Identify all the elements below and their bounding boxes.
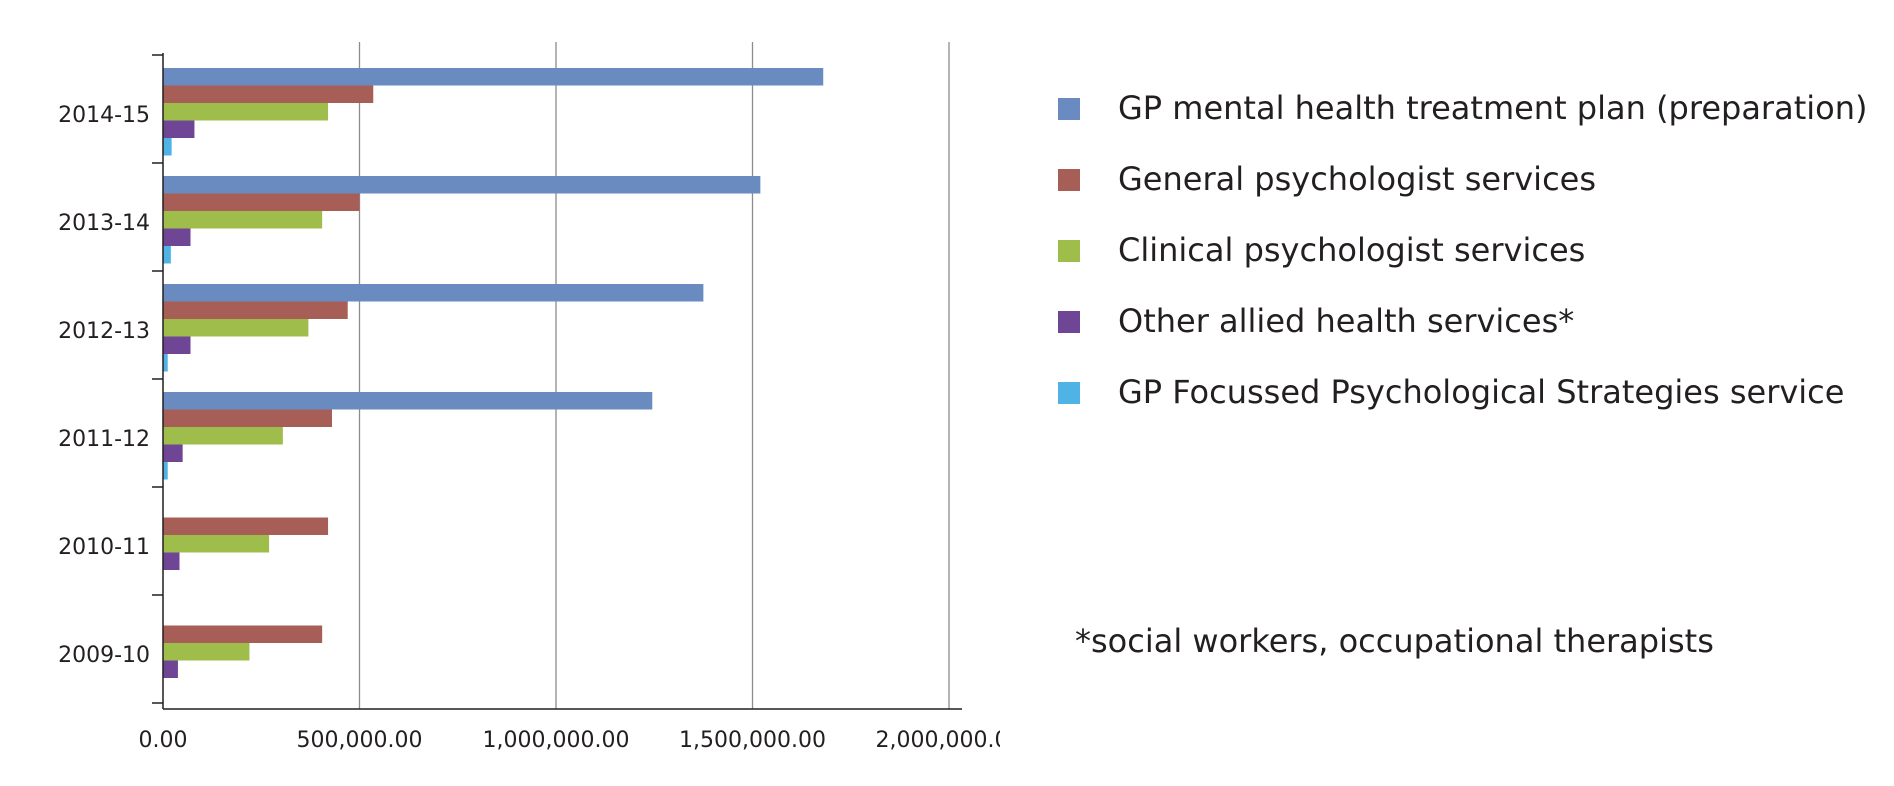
bar [163, 427, 283, 445]
y-tick-label: 2009-10 [58, 643, 150, 668]
axes [152, 53, 962, 710]
footnote: *social workers, occupational therapists [1075, 622, 1714, 660]
bar [163, 211, 323, 229]
bar [163, 176, 761, 194]
x-tick-label: 500,000.00 [297, 728, 423, 753]
bar [163, 193, 360, 211]
bar [163, 85, 374, 103]
bars [163, 68, 824, 678]
x-tick-label: 2,000,000.00 [876, 728, 1000, 753]
bar [163, 138, 172, 156]
legend-label: GP Focussed Psychological Strategies ser… [1118, 373, 1845, 411]
x-tick-label: 1,000,000.00 [483, 728, 630, 753]
bar [163, 68, 824, 86]
bar [163, 120, 195, 138]
bar [163, 444, 183, 462]
legend-swatch [1058, 240, 1080, 262]
bar [163, 625, 323, 643]
bar [163, 103, 329, 121]
legend-label: GP mental health treatment plan (prepara… [1118, 89, 1868, 127]
bar [163, 284, 704, 302]
bar [163, 392, 653, 410]
y-tick-label: 2011-12 [58, 427, 150, 452]
bar [163, 409, 332, 427]
legend-label: Clinical psychologist services [1118, 231, 1586, 269]
legend-swatch [1058, 169, 1080, 191]
bar [163, 552, 180, 570]
bar [163, 336, 191, 354]
gridlines [358, 42, 950, 709]
x-axis-labels: 0.00 500,000.00 1,000,000.00 1,500,000.00 2,… [139, 728, 1000, 753]
y-axis-labels: 2014-15 2013-14 2012-13 2011-12 2010-11 2009-… [58, 103, 150, 668]
bar [163, 643, 250, 661]
bar [163, 535, 270, 553]
legend-swatch [1058, 311, 1080, 333]
x-tick-label: 0.00 [139, 728, 188, 753]
bar [163, 462, 168, 480]
y-tick-label: 2013-14 [58, 211, 150, 236]
y-tick-label: 2010-11 [58, 535, 150, 560]
legend-swatch [1058, 98, 1080, 120]
bar [163, 301, 348, 319]
x-tick-label: 1,500,000.00 [679, 728, 826, 753]
legend-label: General psychologist services [1118, 160, 1597, 198]
legend-label: Other allied health services* [1118, 302, 1575, 340]
y-tick-label: 2012-13 [58, 319, 150, 344]
bar [163, 246, 171, 264]
y-tick-label: 2014-15 [58, 103, 150, 128]
bar [163, 660, 178, 678]
bar [163, 517, 329, 535]
bar [163, 354, 168, 372]
legend-swatch [1058, 382, 1080, 404]
bar [163, 228, 191, 246]
bar [163, 319, 309, 337]
chart: 2014-15 2013-14 2012-13 2011-12 2010-11 2009-… [58, 42, 1000, 753]
